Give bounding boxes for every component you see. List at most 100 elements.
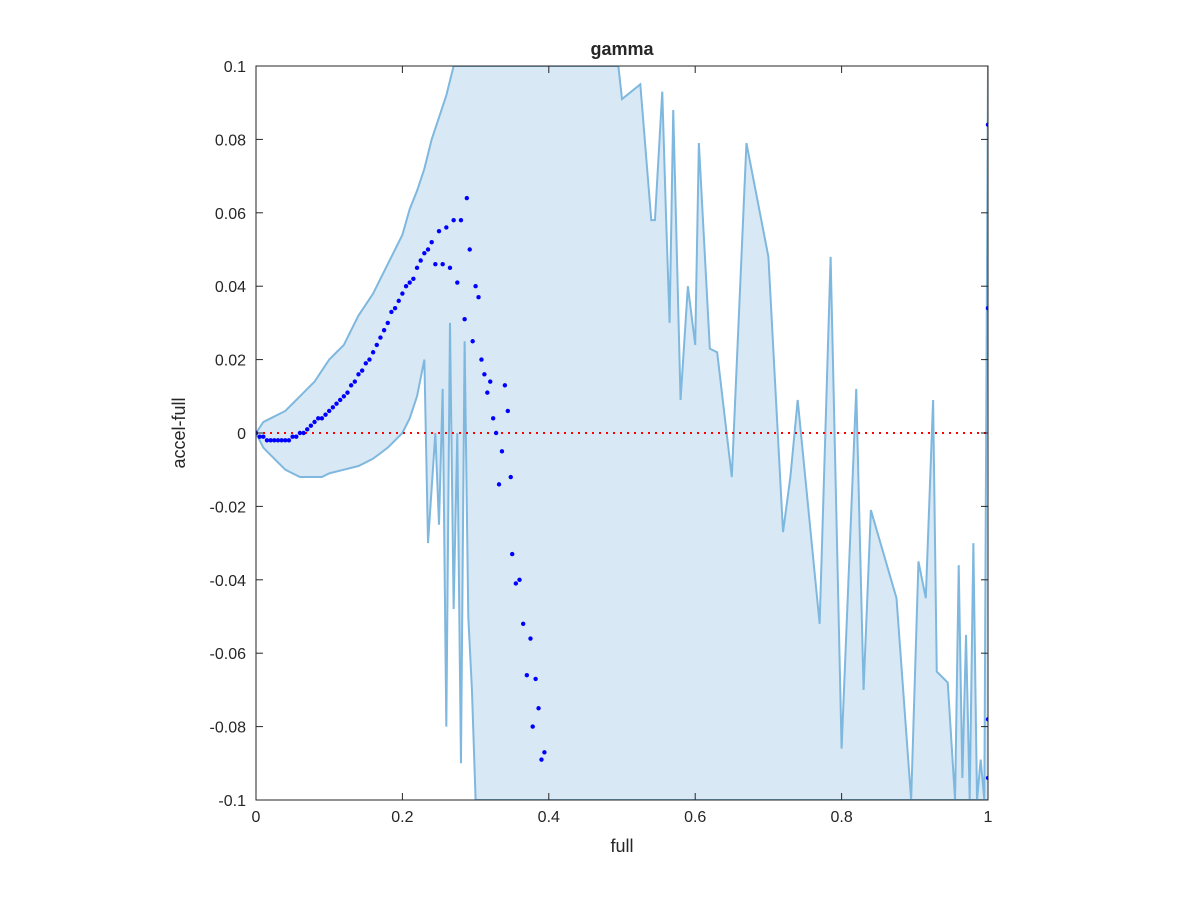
scatter-point (513, 581, 519, 586)
y-tick-label: -0.02 (210, 499, 247, 516)
scatter-point (458, 217, 464, 223)
scatter-point (542, 750, 547, 755)
scatter-point (467, 247, 472, 252)
x-tick-label: 1 (984, 809, 993, 826)
scatter-point (341, 394, 347, 399)
x-axis-ticks: 0 0.2 0.4 0.6 0.8 1 (252, 66, 993, 826)
scatter-point (359, 368, 365, 373)
scatter-point (464, 195, 470, 201)
scatter-point (505, 408, 511, 414)
scatter-point (257, 434, 262, 439)
scatter-point (533, 676, 538, 682)
y-tick-label: 0.04 (215, 279, 246, 296)
scatter-point (433, 261, 438, 267)
scatter-point (396, 298, 401, 304)
scatter-point (451, 217, 456, 223)
scatter-point (473, 284, 478, 289)
x-tick-label: 0.4 (538, 809, 560, 826)
scatter-point (312, 419, 317, 425)
scatter-point (381, 328, 387, 333)
scatter-point (294, 434, 299, 439)
x-tick-label: 0.8 (830, 809, 852, 826)
scatter-point (261, 434, 266, 439)
y-tick-label: -0.06 (210, 646, 247, 663)
x-tick-label: 0 (252, 809, 261, 826)
scatter-point (510, 551, 515, 557)
y-tick-label: 0 (237, 426, 246, 443)
scatter-point (407, 280, 412, 285)
scatter-point (517, 577, 522, 582)
scatter-point (524, 673, 530, 678)
scatter-point (264, 438, 270, 443)
scatter-point (985, 717, 988, 722)
scatter-point (389, 309, 394, 315)
scatter-point (440, 261, 445, 267)
y-tick-label: 0.1 (224, 59, 246, 76)
x-tick-label: 0.2 (391, 809, 413, 826)
scatter-point (444, 225, 449, 230)
scatter-point (279, 438, 284, 443)
scatter-point (370, 350, 376, 355)
scatter-point (539, 757, 544, 762)
y-tick-label: 0.06 (215, 206, 246, 223)
scatter-point (286, 438, 292, 443)
scatter-point (485, 390, 490, 395)
scatter-point (499, 449, 505, 454)
scatter-point (290, 434, 295, 439)
scatter-point (385, 320, 390, 326)
y-tick-label: -0.08 (210, 720, 247, 737)
y-axis-label: accel-full (169, 397, 189, 468)
scatter-point (502, 383, 508, 388)
scatter-point (301, 430, 306, 436)
scatter-point (392, 306, 398, 311)
scatter-point (476, 295, 481, 300)
scatter-point (352, 379, 358, 384)
scatter-point (316, 416, 321, 421)
scatter-point (414, 265, 420, 271)
scatter-point (283, 438, 288, 443)
y-tick-label: -0.04 (210, 573, 247, 590)
scatter-point (985, 306, 988, 311)
scatter-point (272, 438, 277, 443)
scatter-point (345, 390, 350, 395)
scatter-point (418, 258, 423, 263)
scatter-point (337, 397, 343, 403)
chart-title: gamma (590, 39, 654, 59)
x-axis-label: full (610, 836, 633, 856)
scatter-point (268, 438, 273, 443)
scatter-point (536, 706, 541, 711)
scatter-point (356, 372, 361, 377)
scatter-point (275, 438, 281, 443)
scatter-point (479, 357, 484, 362)
scatter-point (297, 430, 303, 436)
scatter-point (330, 405, 336, 410)
scatter-point (400, 291, 405, 296)
scatter-point (308, 423, 314, 428)
scatter-point (493, 430, 499, 436)
scatter-point (319, 416, 325, 421)
scatter-point (323, 412, 328, 417)
y-axis-ticks: 0.1 0.08 0.06 0.04 0.02 0 -0.02 -0.04 -0.06 -0.08… (210, 59, 988, 810)
x-tick-label: 0.6 (684, 809, 706, 826)
scatter-point (496, 482, 502, 487)
scatter-point (425, 247, 431, 252)
scatter-point (305, 427, 310, 432)
scatter-point (367, 357, 372, 362)
scatter-point (520, 621, 526, 627)
scatter-point (528, 636, 533, 641)
scatter-point (455, 280, 460, 285)
y-tick-label: 0.08 (215, 132, 246, 149)
scatter-point (470, 339, 475, 344)
scatter-point (422, 250, 427, 256)
scatter-point (403, 284, 409, 289)
scatter-points (256, 122, 988, 781)
y-tick-label: -0.1 (218, 793, 246, 810)
scatter-point (429, 239, 434, 245)
scatter-point (411, 276, 416, 282)
scatter-point (462, 317, 467, 322)
scatter-point (327, 408, 332, 414)
scatter-point (490, 416, 496, 421)
scatter-point (985, 122, 988, 127)
y-tick-label: 0.02 (215, 353, 246, 370)
